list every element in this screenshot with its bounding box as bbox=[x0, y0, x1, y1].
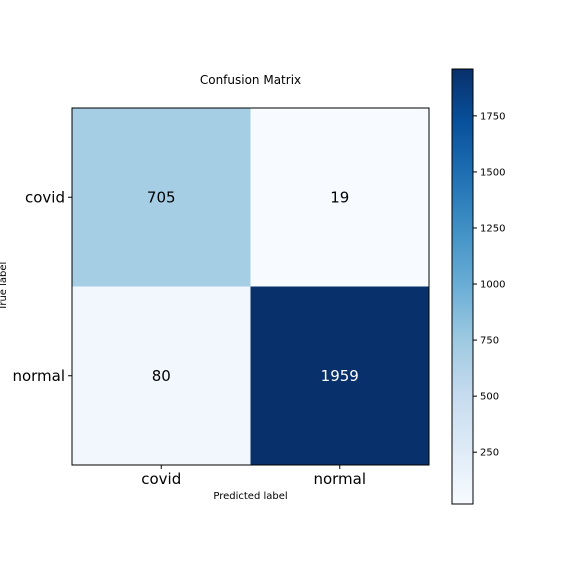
x-axis-label: Predicted label bbox=[213, 491, 287, 502]
colorbar-tick-label: 250 bbox=[480, 448, 499, 459]
y-tick-label: normal bbox=[12, 367, 65, 385]
heatmap-cell-covid-covid bbox=[72, 108, 251, 287]
heatmap-cell-normal-normal bbox=[250, 286, 429, 465]
cell-value-label: 80 bbox=[152, 367, 171, 385]
heatmap-cells bbox=[72, 108, 429, 465]
heatmap-cell-labels: 705 19 80 1959 bbox=[147, 188, 359, 385]
chart-title: Confusion Matrix bbox=[200, 73, 301, 87]
colorbar-tick-label: 500 bbox=[480, 392, 499, 403]
x-tick-label: normal bbox=[313, 470, 366, 488]
y-axis-ticks: covid normal bbox=[12, 188, 72, 385]
x-tick-label: covid bbox=[141, 470, 181, 488]
colorbar-tick-label: 1000 bbox=[480, 280, 505, 291]
cell-value-label: 1959 bbox=[321, 367, 359, 385]
heatmap-cell-normal-covid bbox=[72, 286, 251, 465]
colorbar bbox=[451, 68, 474, 505]
colorbar-tick-label: 750 bbox=[480, 336, 499, 347]
plot-frame bbox=[71, 107, 430, 466]
colorbar-ticks: 250 500 750 1000 1250 1500 1750 bbox=[473, 111, 505, 459]
cell-value-label: 705 bbox=[147, 188, 176, 206]
colorbar-tick-label: 1750 bbox=[480, 111, 505, 122]
colorbar-tick-label: 1250 bbox=[480, 223, 505, 234]
heatmap-cell-covid-normal bbox=[250, 108, 429, 287]
cell-value-label: 19 bbox=[330, 188, 349, 206]
y-tick-label: covid bbox=[25, 188, 65, 206]
x-axis-ticks: covid normal bbox=[141, 465, 366, 488]
y-axis-label: True label bbox=[0, 262, 9, 312]
colorbar-tick-label: 1500 bbox=[480, 167, 505, 178]
